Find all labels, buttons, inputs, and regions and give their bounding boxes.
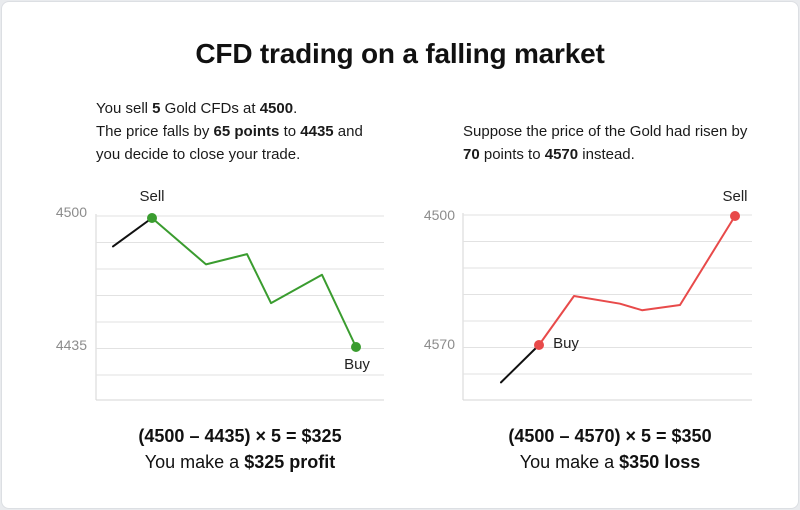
right-formula-block: (4500 – 4570) × 5 = $350 You make a $350… [460, 423, 760, 475]
right-description: Suppose the price of the Gold had risen … [463, 120, 783, 166]
left-desc-sell-price: 4500 [259, 100, 294, 117]
left-chart-y-tick-label: 4500 [56, 204, 87, 220]
right-chart-buy-marker [534, 340, 544, 350]
left-desc-text: Gold CFDs at [160, 100, 260, 117]
left-desc-text: to [279, 123, 301, 140]
right-result-text: You make a [519, 452, 620, 472]
left-desc-line-1: You sell 5 Gold CFDs at 4500. [96, 97, 416, 120]
left-chart-sell-label: Sell [139, 188, 164, 205]
right-formula: (4500 – 4570) × 5 = $350 [508, 426, 712, 446]
right-chart-y-tick-label: 4500 [424, 207, 455, 223]
left-desc-text: You sell [96, 100, 153, 117]
right-chart-y-tick-label: 4570 [424, 336, 455, 352]
left-desc-text: . [293, 100, 298, 117]
right-desc-text: instead. [578, 146, 635, 163]
left-desc-line-2: The price falls by 65 points to 4435 and [96, 120, 416, 143]
right-desc-line-1: Suppose the price of the Gold had risen … [463, 123, 748, 140]
left-chart-series-line-trade [151, 217, 357, 348]
right-result: You make a $350 loss [460, 449, 760, 475]
left-chart-y-tick-label: 4435 [56, 337, 87, 353]
left-formula: (4500 – 4435) × 5 = $325 [138, 426, 342, 446]
left-chart-buy-marker [351, 342, 361, 352]
left-chart-buy-label: Buy [344, 356, 370, 373]
left-desc-text: and [333, 123, 363, 140]
right-result-amount: $350 loss [619, 452, 701, 472]
right-desc-price: 4570 [544, 146, 579, 163]
left-formula-block: (4500 – 4435) × 5 = $325 You make a $325… [90, 423, 390, 475]
left-desc-quantity: 5 [152, 100, 161, 117]
right-chart-sell-marker [730, 211, 740, 221]
left-result-amount: $325 profit [244, 452, 336, 472]
right-chart-series-line-prior [500, 344, 540, 384]
left-result-text: You make a [144, 452, 245, 472]
right-desc-points: 70 [463, 146, 480, 163]
right-chart-sell-label: Sell [722, 188, 747, 205]
left-desc-line-3: you decide to close your trade. [96, 146, 301, 163]
left-desc-text: The price falls by [96, 123, 214, 140]
left-chart-series-line-prior [112, 217, 153, 248]
left-description: You sell 5 Gold CFDs at 4500. The price … [96, 97, 416, 166]
left-desc-close-price: 4435 [300, 123, 334, 140]
right-desc-line-2: 70 points to 4570 instead. [463, 143, 783, 166]
left-chart-sell-marker [147, 213, 157, 223]
right-chart-series-line-trade [538, 215, 736, 346]
left-desc-points: 65 points [213, 123, 280, 140]
page-title: CFD trading on a falling market [195, 38, 605, 69]
left-result: You make a $325 profit [90, 449, 390, 475]
right-chart-buy-label: Buy [553, 335, 579, 352]
right-desc-text: points to [479, 146, 545, 163]
